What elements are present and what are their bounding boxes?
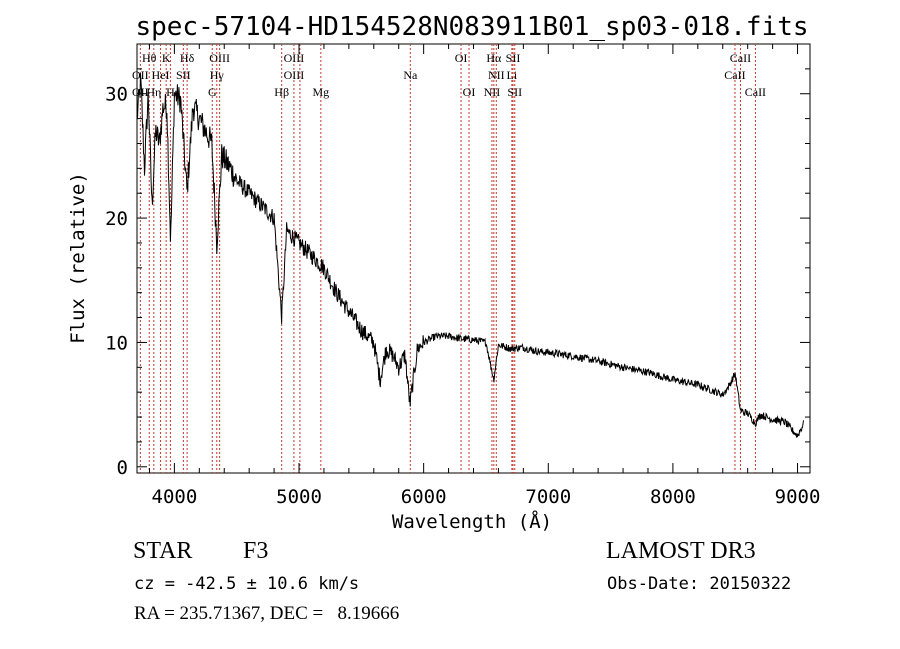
- line-label-1: K: [162, 51, 171, 65]
- y-tick-label-30: 30: [105, 84, 128, 106]
- line-label-4: OIII: [284, 51, 305, 65]
- line-label-10: HeI: [152, 68, 170, 82]
- line-label-20: H: [166, 85, 175, 99]
- line-label-27: CaII: [745, 85, 766, 99]
- line-label-3: OIII: [209, 51, 230, 65]
- coordinates: RA = 235.71367, DEC = 8.19666: [134, 603, 400, 624]
- chart-title: spec-57104-HD154528N083911B01_sp03-018.f…: [135, 12, 808, 42]
- survey-name: LAMOST DR3: [606, 538, 756, 564]
- line-label-23: Mg: [312, 85, 329, 99]
- observation-date: Obs-Date: 20150322: [607, 574, 792, 594]
- line-label-15: NII: [488, 68, 505, 82]
- line-label-22: Hβ: [274, 85, 289, 99]
- line-label-8: CaII: [730, 51, 751, 65]
- line-label-21: G: [208, 85, 217, 99]
- tick-labels: 4000 5000 6000 7000 8000 9000 0 10 20 30: [105, 84, 820, 508]
- line-label-0: Hθ: [142, 51, 157, 65]
- x-axis-label: Wavelength (Å): [392, 510, 552, 533]
- line-label-25: NII: [484, 85, 501, 99]
- line-markers: [139, 44, 756, 473]
- subclass: F3: [243, 538, 269, 564]
- line-label-11: SII: [176, 68, 191, 82]
- line-label-19: Hη: [146, 85, 161, 99]
- plot-frame: [136, 43, 811, 474]
- line-label-7: SII: [506, 51, 521, 65]
- line-label-13: OIII: [284, 68, 305, 82]
- x-tick-label-4000: 4000: [152, 486, 198, 508]
- object-class: STAR: [133, 538, 193, 564]
- x-tick-label-7000: 7000: [525, 486, 571, 508]
- spectrum-line: [136, 73, 804, 438]
- redshift-cz: cz = -42.5 ± 10.6 km/s: [134, 574, 360, 594]
- line-label-14: Na: [403, 68, 418, 82]
- line-label-12: Hγ: [210, 68, 225, 82]
- line-label-6: Hα: [486, 51, 502, 65]
- line-label-24: OI: [463, 85, 476, 99]
- x-tick-label-5000: 5000: [276, 486, 322, 508]
- y-tick-label-0: 0: [117, 457, 128, 479]
- y-axis-label: Flux (relative): [67, 172, 89, 344]
- line-label-26: SII: [507, 85, 522, 99]
- line-label-2: Hδ: [180, 51, 195, 65]
- y-tick-label-20: 20: [105, 208, 128, 230]
- line-label-17: CaII: [724, 68, 745, 82]
- y-tick-label-10: 10: [105, 332, 128, 354]
- x-tick-label-8000: 8000: [650, 486, 696, 508]
- line-label-5: OI: [455, 51, 468, 65]
- axis-ticks: [137, 44, 810, 473]
- x-tick-label-6000: 6000: [401, 486, 447, 508]
- line-label-16: Li: [507, 68, 518, 82]
- x-tick-label-9000: 9000: [775, 486, 821, 508]
